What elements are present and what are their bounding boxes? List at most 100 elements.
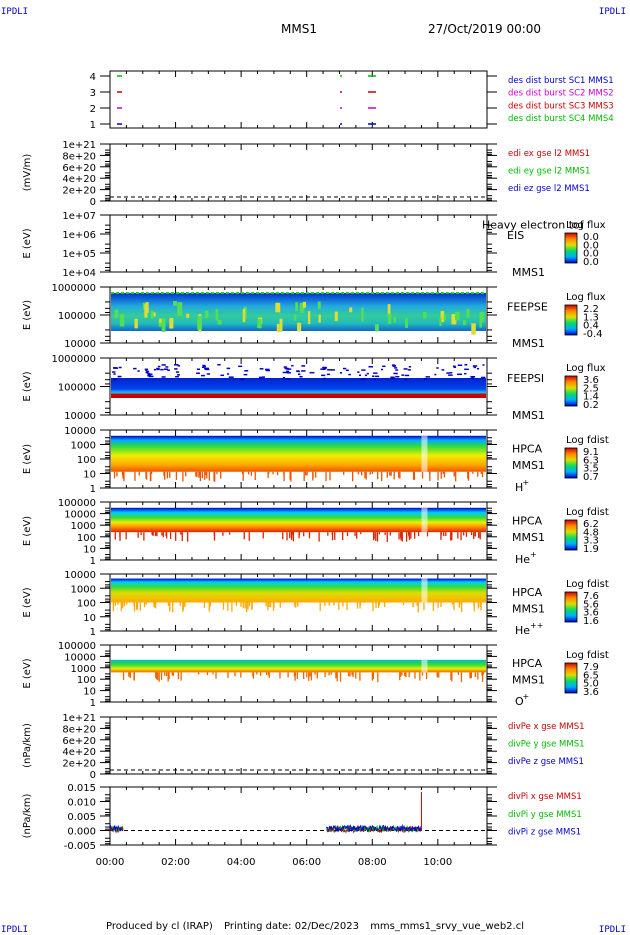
- spectrogram-speckle: [323, 377, 326, 380]
- spectrogram-tail: [437, 602, 439, 608]
- spectrogram-tail: [234, 672, 236, 677]
- instrument-label: HPCA: [512, 657, 543, 670]
- spectrogram-tail: [154, 532, 157, 536]
- spectrogram-tail: [470, 672, 472, 678]
- spectrogram-speckle: [146, 371, 149, 373]
- spectrogram-tail: [399, 672, 402, 677]
- spectrogram-tail: [175, 532, 177, 541]
- spectrogram-speckle: [153, 368, 157, 371]
- spectrogram-tail: [297, 602, 299, 607]
- spectrogram-speckle: [357, 371, 360, 373]
- spectrogram-tail: [303, 532, 305, 537]
- colorbar-tick-label: 3.3: [583, 536, 599, 547]
- colorbar-tick-label: 3.5: [583, 464, 599, 475]
- y-tick-label: 1e+21: [62, 140, 96, 151]
- spectrogram-speckle: [167, 369, 170, 371]
- colorbar-title: Log fdist: [566, 507, 609, 518]
- spectrogram-tail: [339, 672, 342, 682]
- spectrogram-fill: [111, 507, 486, 533]
- spectrogram-tail: [310, 672, 313, 681]
- spectrogram-tail: [381, 471, 383, 482]
- spectrogram-tail: [378, 532, 381, 535]
- legend-entry: divPi x gse MMS1: [508, 792, 582, 802]
- spectrogram-tail: [425, 672, 428, 680]
- spectrogram-tail: [450, 532, 452, 536]
- spectrogram-tail: [242, 471, 244, 481]
- instrument-label: EIS: [507, 229, 524, 242]
- spectrogram-patch: [375, 324, 379, 332]
- spectrogram-tail: [421, 672, 424, 676]
- spectrogram-tail: [283, 471, 285, 482]
- spectrogram-speckle: [481, 376, 486, 379]
- colorbar-tick-label: 0.0: [583, 240, 599, 251]
- y-tick-label: 10: [83, 544, 96, 555]
- overlay-label: Heavy electron tof: [482, 219, 585, 232]
- spectrogram-speckle: [291, 364, 294, 367]
- spacecraft-label: MMS1: [512, 337, 545, 350]
- spectrogram-tail: [242, 602, 244, 609]
- spectrogram-tail: [445, 532, 447, 537]
- spectrogram-tail: [167, 602, 170, 606]
- spectrogram-tail: [377, 602, 380, 608]
- spectrogram-tail: [377, 471, 379, 480]
- spectrogram-tail: [477, 471, 479, 477]
- colorbar-tick-label: 1.3: [583, 312, 599, 323]
- spectrogram-speckle: [196, 368, 201, 371]
- data-gap: [421, 507, 428, 533]
- spectrogram-patch: [297, 322, 302, 332]
- spectrogram-tail: [421, 471, 424, 479]
- spectrogram-tail: [199, 471, 202, 482]
- spectrogram-fill: [111, 435, 486, 472]
- y-tick-label: 10: [83, 687, 96, 698]
- spectrogram-tail: [215, 672, 217, 679]
- spectrogram-speckle: [360, 378, 366, 380]
- spectrogram-tail: [162, 532, 165, 538]
- spectrogram-tail: [136, 602, 139, 610]
- spectrogram-tail: [318, 532, 320, 542]
- spectrogram-speckle: [283, 366, 288, 368]
- spectrogram-speckle: [464, 372, 467, 375]
- spectrogram-tail: [481, 672, 483, 676]
- y-tick-label: 0: [90, 770, 96, 781]
- spectrogram-speckle: [259, 377, 264, 379]
- spectrogram-tail: [372, 672, 375, 679]
- spectrogram-tail: [121, 602, 124, 609]
- y-tick-label: 3: [90, 88, 96, 99]
- spectrogram-tail: [481, 471, 484, 478]
- y-tick-label: 1: [90, 698, 96, 709]
- spectrogram-tail: [256, 672, 258, 675]
- spectrogram-tail: [372, 602, 374, 612]
- spectrogram-tail: [150, 471, 152, 482]
- legend-entry: des dist burst SC2 MMS2: [508, 89, 614, 99]
- spectrogram-tail: [306, 672, 308, 678]
- spectrogram-speckle: [286, 370, 290, 373]
- spectrogram-speckle: [471, 377, 474, 379]
- spectrogram-tail: [265, 672, 268, 675]
- spectrogram-tail: [438, 672, 440, 678]
- spectrogram-tail: [342, 602, 344, 607]
- legend-entry: edi ey gse l2 MMS1: [508, 166, 590, 176]
- legend-entry: divPi y gse MMS1: [508, 810, 582, 820]
- species-charge: +: [523, 478, 530, 487]
- spectrogram-tail: [457, 672, 459, 675]
- spectrogram-tail: [378, 602, 381, 606]
- spectrogram-tail: [206, 672, 209, 676]
- y-tick-label: 1000: [71, 441, 96, 452]
- spectrogram-tail: [408, 532, 411, 541]
- spectrogram-patch: [387, 313, 392, 324]
- spectrogram-patch: [275, 302, 281, 313]
- colorbar-tick-label: 6.2: [583, 519, 599, 530]
- spectrogram-tail: [292, 532, 294, 535]
- spectrogram-tail: [204, 471, 206, 480]
- panel-feepse: 1000000 100000 10000 E (eV) Log flux2.21.30.…: [22, 283, 606, 350]
- x-tick-label: 02:00: [161, 857, 190, 868]
- spectrogram-tail: [460, 602, 463, 613]
- series-divpi-z: [109, 825, 124, 832]
- colorbar-tick-label: 6.3: [583, 455, 599, 466]
- spectrogram-patch: [215, 309, 219, 321]
- spectrogram-tail: [450, 672, 452, 680]
- spectrogram-tail: [304, 471, 307, 476]
- colorbar-title: Log flux: [566, 292, 606, 303]
- spectrogram-tail: [474, 532, 476, 537]
- spectrogram-tail: [114, 602, 116, 607]
